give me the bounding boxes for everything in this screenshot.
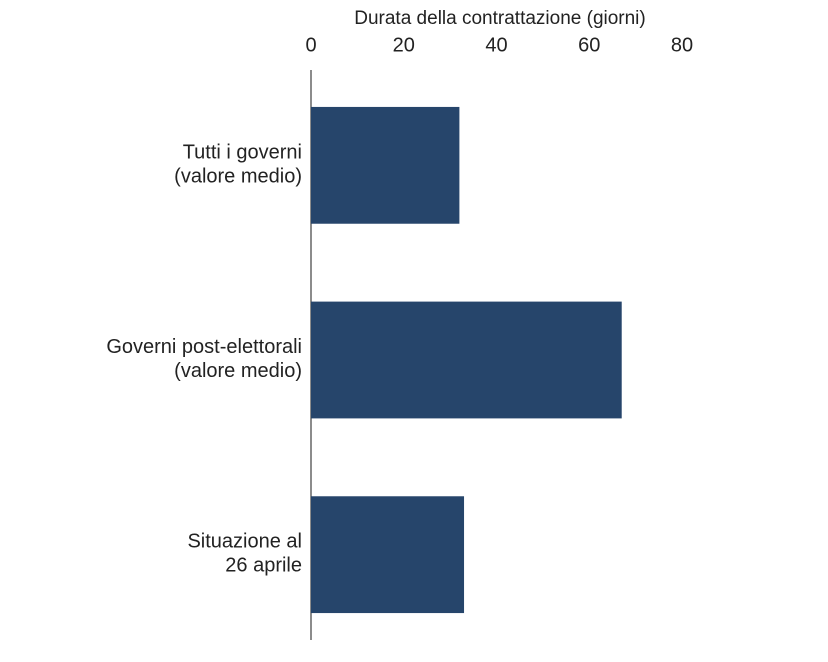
y-tick-label: Situazione al 26 aprile	[187, 531, 302, 577]
x-tick-label: 40	[485, 34, 507, 56]
x-tick-label: 20	[393, 34, 415, 56]
y-tick-label: Governi post-elettorali (valore medio)	[106, 336, 302, 382]
x-tick-label: 60	[578, 34, 600, 56]
bar	[311, 496, 465, 614]
y-tick-label: Tutti i governi (valore medio)	[174, 142, 302, 188]
axis-title: Durata della contrattazione (giorni)	[354, 8, 646, 29]
x-tick-label: 0	[305, 34, 316, 56]
bar	[311, 301, 622, 419]
bar	[311, 106, 460, 224]
x-tick-label: 80	[671, 34, 693, 56]
